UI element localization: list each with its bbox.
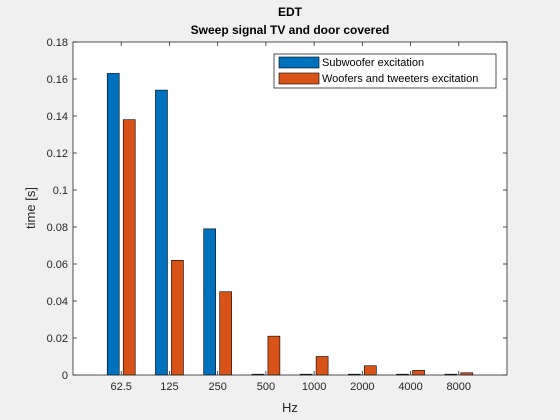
x-tick-label: 62.5 [111,381,132,393]
legend: Subwoofer excitation Woofers and tweeter… [273,53,497,89]
chart-title: EDT [278,5,303,19]
axes-box [72,41,508,376]
bar-woofers-tweeters-62.5 [122,119,136,376]
bar-subwoofer-62.5 [106,73,120,376]
bar-woofers-tweeters-1000 [315,356,329,376]
x-tick-label: 2000 [350,381,374,393]
bar-subwoofer-250 [203,228,216,376]
y-tick-label: 0.14 [47,111,68,123]
y-tick-label: 0.02 [47,333,68,345]
bar-woofers-tweeters-2000 [364,365,377,376]
legend-swatch-woofers-tweeters [278,72,320,85]
x-tick-label: 4000 [398,381,422,393]
legend-label-woofers-tweeters: Woofers and tweeters excitation [322,73,478,85]
bar-subwoofer-125 [155,89,168,376]
y-tick-label: 0.18 [47,37,68,49]
y-tick-label: 0.06 [47,259,68,271]
x-tick-label: 8000 [447,381,471,393]
y-axis-label: time [s] [23,187,38,229]
bars-group [106,73,474,376]
bar-woofers-tweeters-500 [267,335,281,376]
x-tick-label: 1000 [302,381,326,393]
bar-woofers-tweeters-125 [171,259,184,376]
y-tick-label: 0.1 [53,185,68,197]
bar-woofers-tweeters-4000 [412,370,425,376]
x-tick-label: 250 [208,381,226,393]
y-tick-label: 0.16 [47,74,68,86]
x-tick-label: 125 [160,381,178,393]
y-tick-label: 0.08 [47,222,68,234]
y-tick-label: 0.04 [47,296,68,308]
bar-woofers-tweeters-250 [219,291,232,376]
y-tick-label: 0 [62,370,68,382]
legend-swatch-subwoofer [278,56,320,69]
chart-subtitle: Sweep signal TV and door covered [191,23,390,37]
legend-label-subwoofer: Subwoofer excitation [322,57,424,69]
plot-area [73,42,507,375]
x-tick-label: 500 [257,381,275,393]
x-axis-label: Hz [282,400,298,415]
ticks-group: 0 0.02 0.04 0.06 0.08 0.1 0.12 0.14 0.16 0.18 62.5… [47,37,507,393]
y-tick-label: 0.12 [47,148,68,160]
